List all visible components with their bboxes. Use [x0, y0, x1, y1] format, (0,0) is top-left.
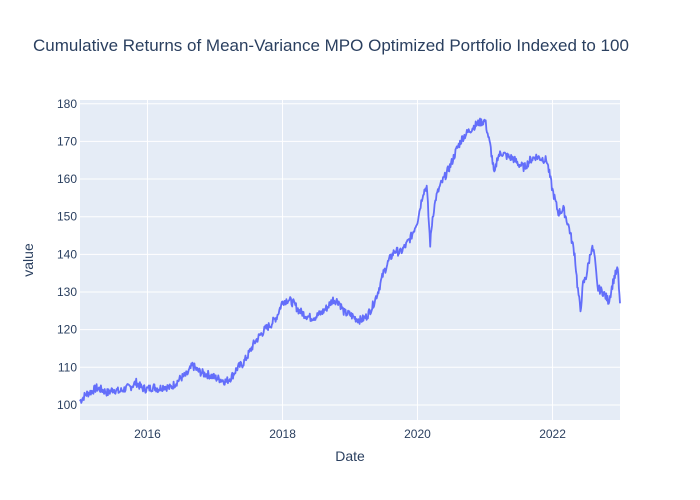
plot-background: [80, 100, 620, 420]
y-axis-label: value: [20, 243, 36, 277]
x-tick-label: 2020: [404, 427, 431, 441]
x-axis-label: Date: [335, 448, 365, 464]
x-tick-label: 2016: [134, 427, 161, 441]
y-tick-label: 120: [57, 323, 77, 337]
x-tick-label: 2018: [269, 427, 296, 441]
y-tick-label: 180: [57, 97, 77, 111]
y-tick-label: 150: [57, 210, 77, 224]
tick-labels: 100 110 120 130 140 150 160 170 180 2016 2018 2020 2…: [57, 97, 566, 441]
y-tick-label: 130: [57, 285, 77, 299]
y-tick-label: 100: [57, 398, 77, 412]
y-tick-label: 160: [57, 172, 77, 186]
y-tick-label: 110: [58, 360, 77, 374]
y-tick-label: 170: [57, 134, 77, 148]
chart-title: Cumulative Returns of Mean-Variance MPO …: [33, 36, 629, 55]
x-tick-label: 2022: [539, 427, 566, 441]
series-line: [79, 117, 621, 404]
y-tick-label: 140: [57, 247, 77, 261]
grid-lines: [80, 100, 620, 420]
